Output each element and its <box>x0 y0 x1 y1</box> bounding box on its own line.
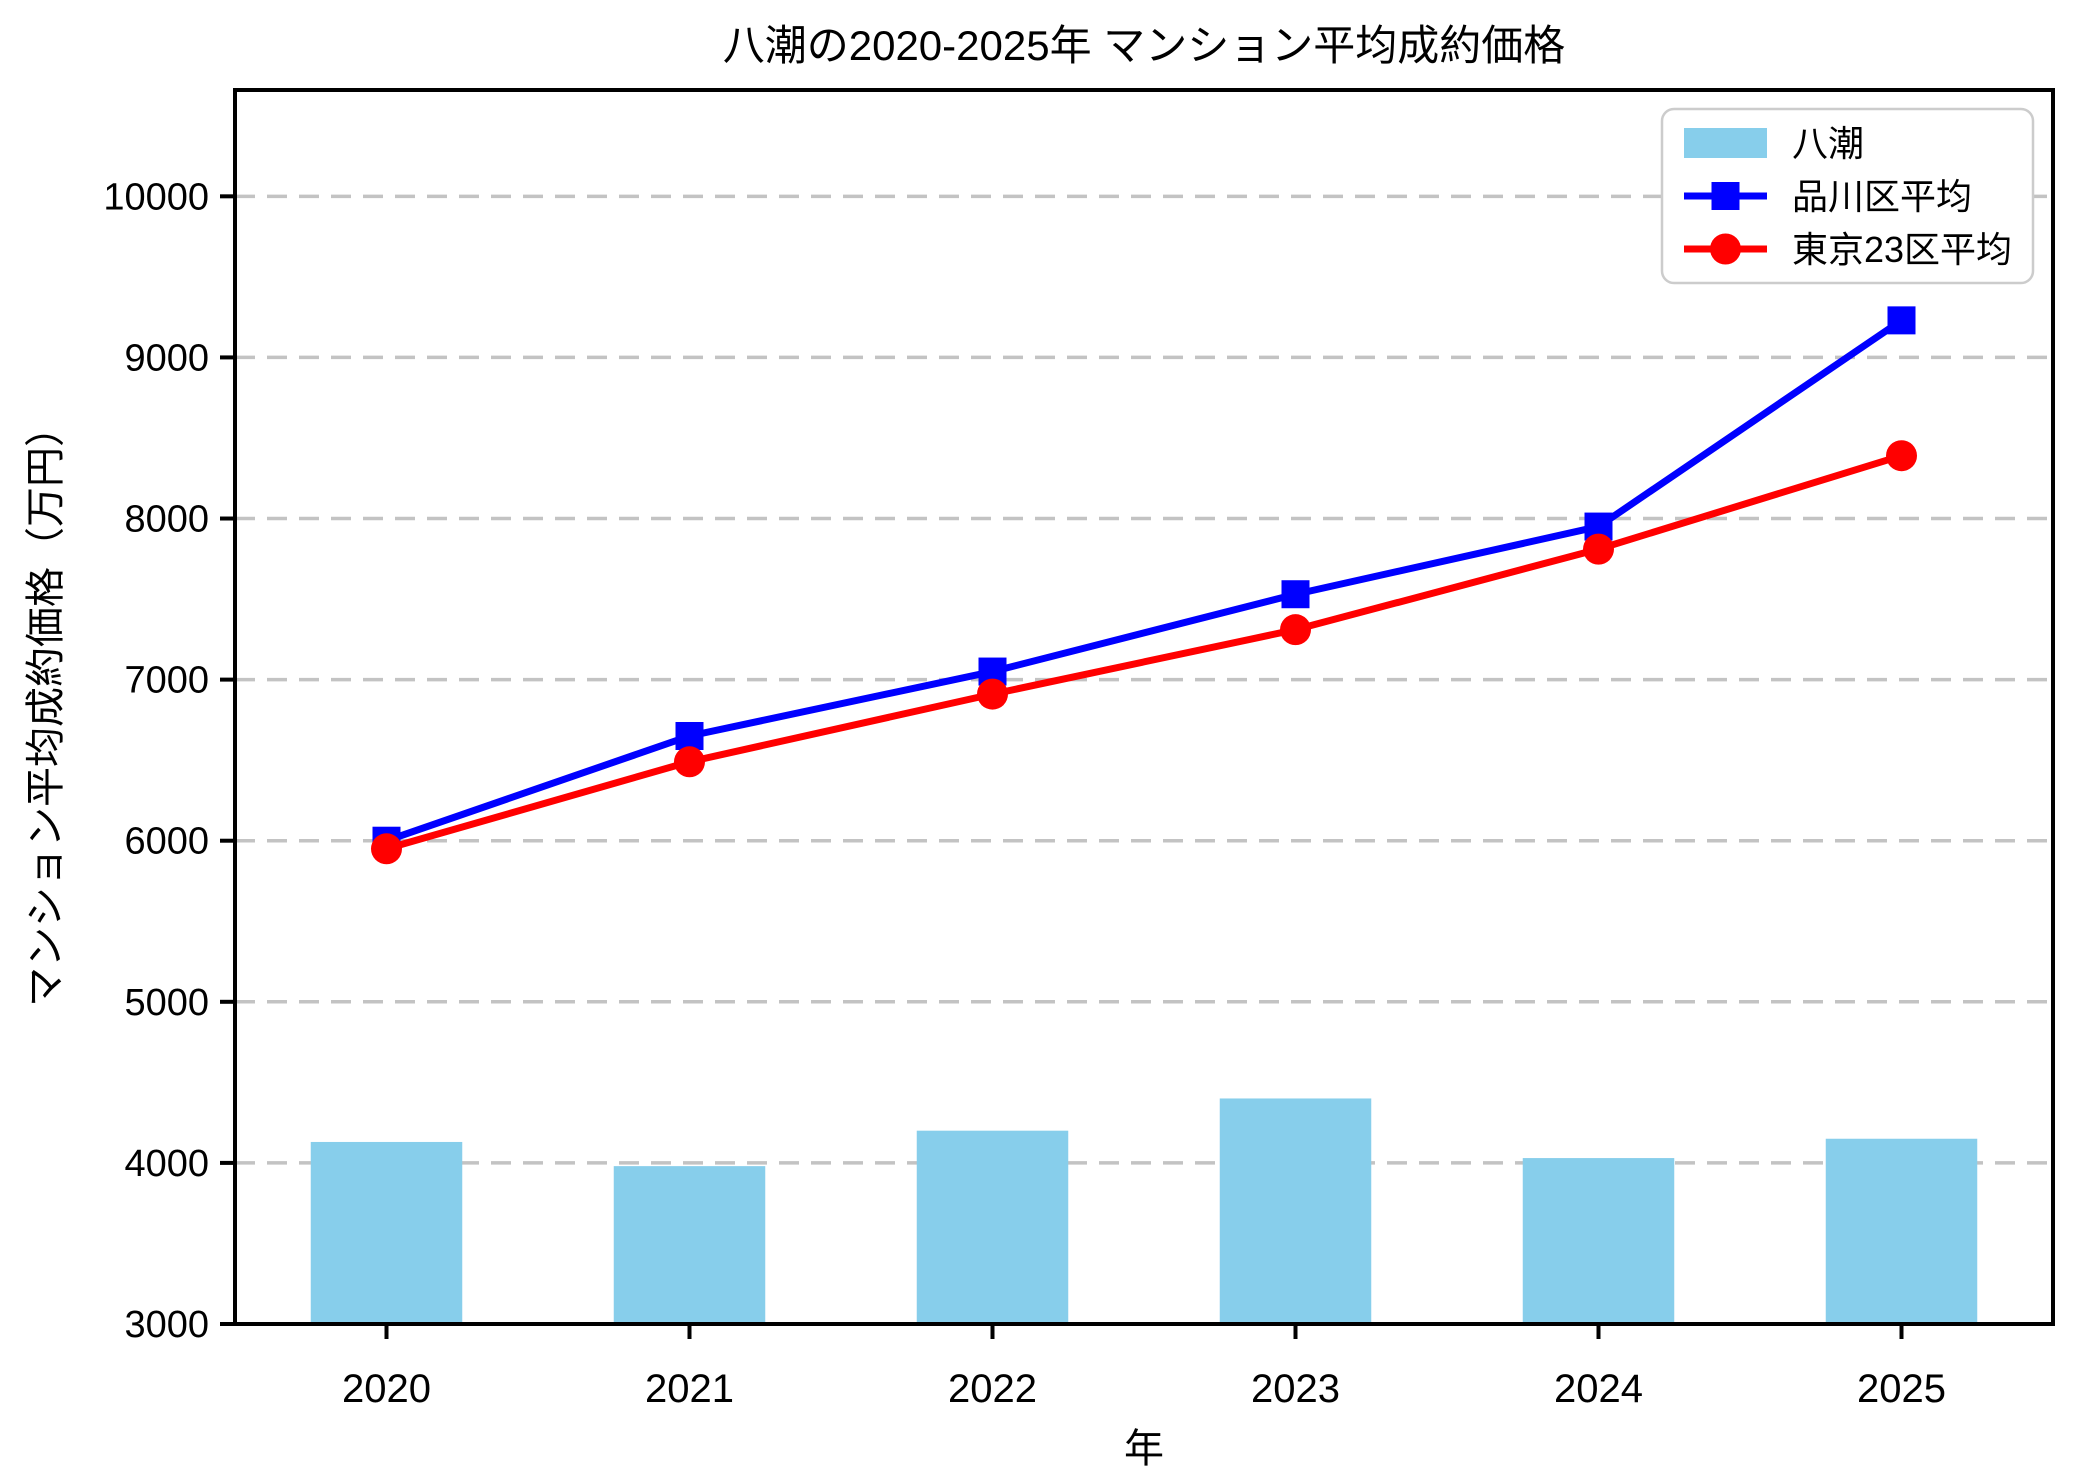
y-tick-label-9000: 9000 <box>124 337 209 379</box>
y-tick-label-10000: 10000 <box>103 176 209 218</box>
bar-八潮-2022 <box>916 1130 1069 1324</box>
legend-label-東京23区平均: 東京23区平均 <box>1792 229 2012 270</box>
legend-marker-circle-東京23区平均 <box>1710 233 1741 265</box>
x-tick-label-2020: 2020 <box>342 1367 431 1411</box>
marker-circle-東京23区平均-2024 <box>1583 533 1614 565</box>
bar-八潮-2020 <box>310 1141 463 1324</box>
marker-circle-東京23区平均-2023 <box>1280 614 1311 646</box>
x-tick-label-2024: 2024 <box>1554 1367 1643 1411</box>
line-品川区平均 <box>385 317 1904 845</box>
marker-square-品川区平均-2021 <box>675 721 704 750</box>
legend-label-品川区平均: 品川区平均 <box>1792 176 1972 217</box>
y-tick-label-5000: 5000 <box>124 982 209 1024</box>
x-tick-label-2022: 2022 <box>948 1367 1037 1411</box>
y-tick-label-7000: 7000 <box>124 660 209 702</box>
legend-label-八潮: 八潮 <box>1792 123 1864 164</box>
marker-square-品川区平均-2023 <box>1281 580 1310 609</box>
marker-circle-東京23区平均-2021 <box>674 746 705 778</box>
marker-circle-東京23区平均-2025 <box>1886 440 1917 472</box>
bar-八潮-2025 <box>1825 1138 1978 1324</box>
marker-circle-東京23区平均-2022 <box>977 678 1008 710</box>
bar-八潮-2021 <box>613 1166 766 1324</box>
y-tick-label-8000: 8000 <box>124 499 209 541</box>
y-axis-label: マンション平均成約価格（万円） <box>24 407 68 1007</box>
marker-square-品川区平均-2025 <box>1887 306 1916 335</box>
line-東京23区平均 <box>385 452 1903 853</box>
legend-swatch-八潮 <box>1684 128 1767 158</box>
plot-spines <box>233 88 2055 1326</box>
x-tick-label-2025: 2025 <box>1857 1367 1946 1411</box>
marker-circle-東京23区平均-2020 <box>371 833 402 865</box>
y-tick-label-6000: 6000 <box>124 821 209 863</box>
y-tick-label-4000: 4000 <box>124 1143 209 1185</box>
legend-marker-square-品川区平均 <box>1711 182 1740 210</box>
chart-title: 八潮の2020-2025年 マンション平均成約価格 <box>722 22 1566 69</box>
bar-八潮-2023 <box>1219 1098 1372 1324</box>
x-axis-label: 年 <box>1124 1427 1164 1471</box>
y-tick-label-3000: 3000 <box>124 1304 209 1346</box>
x-tick-label-2021: 2021 <box>645 1367 734 1411</box>
x-tick-label-2023: 2023 <box>1251 1367 1340 1411</box>
bar-八潮-2024 <box>1522 1158 1675 1324</box>
